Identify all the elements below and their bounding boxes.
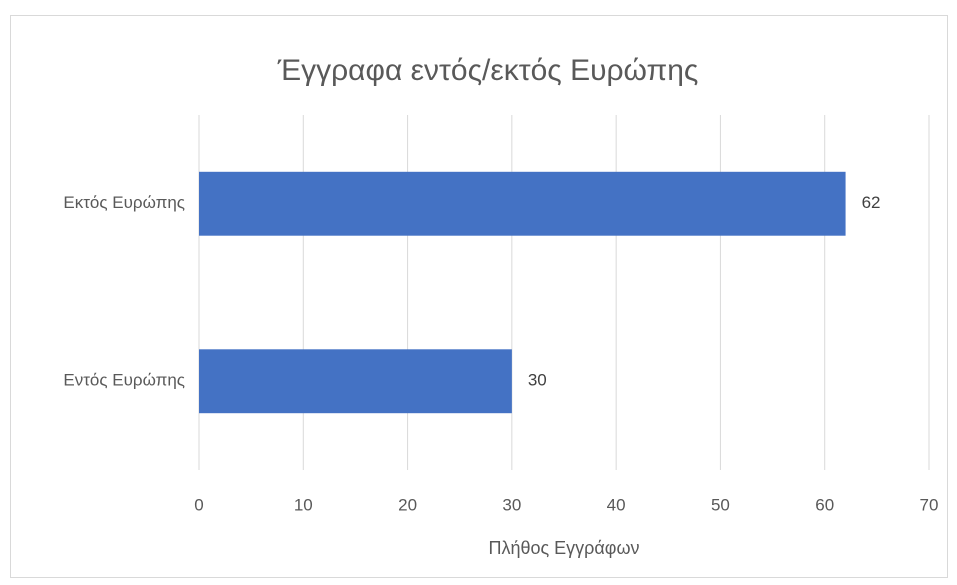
x-tick-label: 30 [502, 495, 521, 514]
bar [199, 349, 512, 414]
x-axis-title: Πλήθος Εγγράφων [488, 538, 639, 558]
bar [199, 171, 846, 236]
x-tick-label: 40 [607, 495, 626, 514]
x-tick-label: 10 [294, 495, 313, 514]
x-tick-label: 20 [398, 495, 417, 514]
data-label: 62 [862, 193, 881, 212]
chart-border [10, 15, 948, 578]
y-tick-label: Εντός Ευρώπης [63, 371, 185, 390]
x-tick-label: 50 [711, 495, 730, 514]
x-tick-label: 0 [194, 495, 203, 514]
chart-title: Έγγραφα εντός/εκτός Ευρώπης [277, 54, 699, 87]
y-tick-label: Εκτός Ευρώπης [63, 193, 185, 212]
data-label: 30 [528, 371, 547, 390]
x-tick-label: 60 [815, 495, 834, 514]
x-tick-label: 70 [920, 495, 939, 514]
